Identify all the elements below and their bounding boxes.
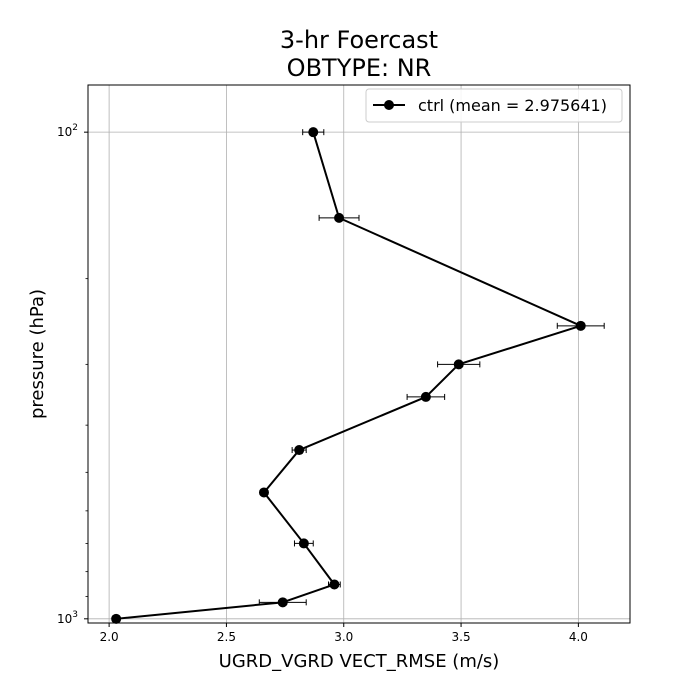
data-point (329, 579, 340, 590)
series-ctrl (111, 127, 605, 624)
legend-box (365, 88, 623, 123)
x-tick-label: 3.0 (334, 630, 353, 644)
chart-subtitle: OBTYPE: NR (287, 54, 432, 82)
data-point (334, 212, 345, 223)
x-tick-label: 3.5 (452, 630, 471, 644)
data-point (453, 359, 464, 370)
legend-marker-icon (384, 100, 394, 110)
data-point (298, 538, 309, 549)
data-point (258, 487, 269, 498)
legend-label: ctrl (mean = 2.975641) (418, 96, 607, 115)
y-axis-label: pressure (hPa) (27, 289, 48, 419)
x-axis: 2.0 2.5 3.0 3.5 4.0 (100, 623, 588, 644)
data-point (111, 613, 122, 624)
y-tick-label: 103 (57, 610, 78, 626)
chart-title: 3-hr Foercast (280, 26, 438, 54)
x-axis-label: UGRD_VGRD VECT_RMSE (m/s) (219, 651, 500, 672)
data-point (575, 320, 586, 331)
x-tick-label: 4.0 (569, 630, 588, 644)
plot-frame (87, 84, 631, 624)
x-tick-label: 2.5 (217, 630, 236, 644)
grid (88, 85, 630, 623)
data-point (420, 391, 431, 402)
y-tick-label: 102 (57, 123, 78, 139)
x-tick-label: 2.0 (100, 630, 119, 644)
y-axis: 102 103 (57, 123, 88, 626)
data-point (308, 127, 319, 138)
data-point (294, 445, 305, 456)
legend: ctrl (mean = 2.975641) (365, 88, 623, 123)
data-point (277, 597, 288, 608)
